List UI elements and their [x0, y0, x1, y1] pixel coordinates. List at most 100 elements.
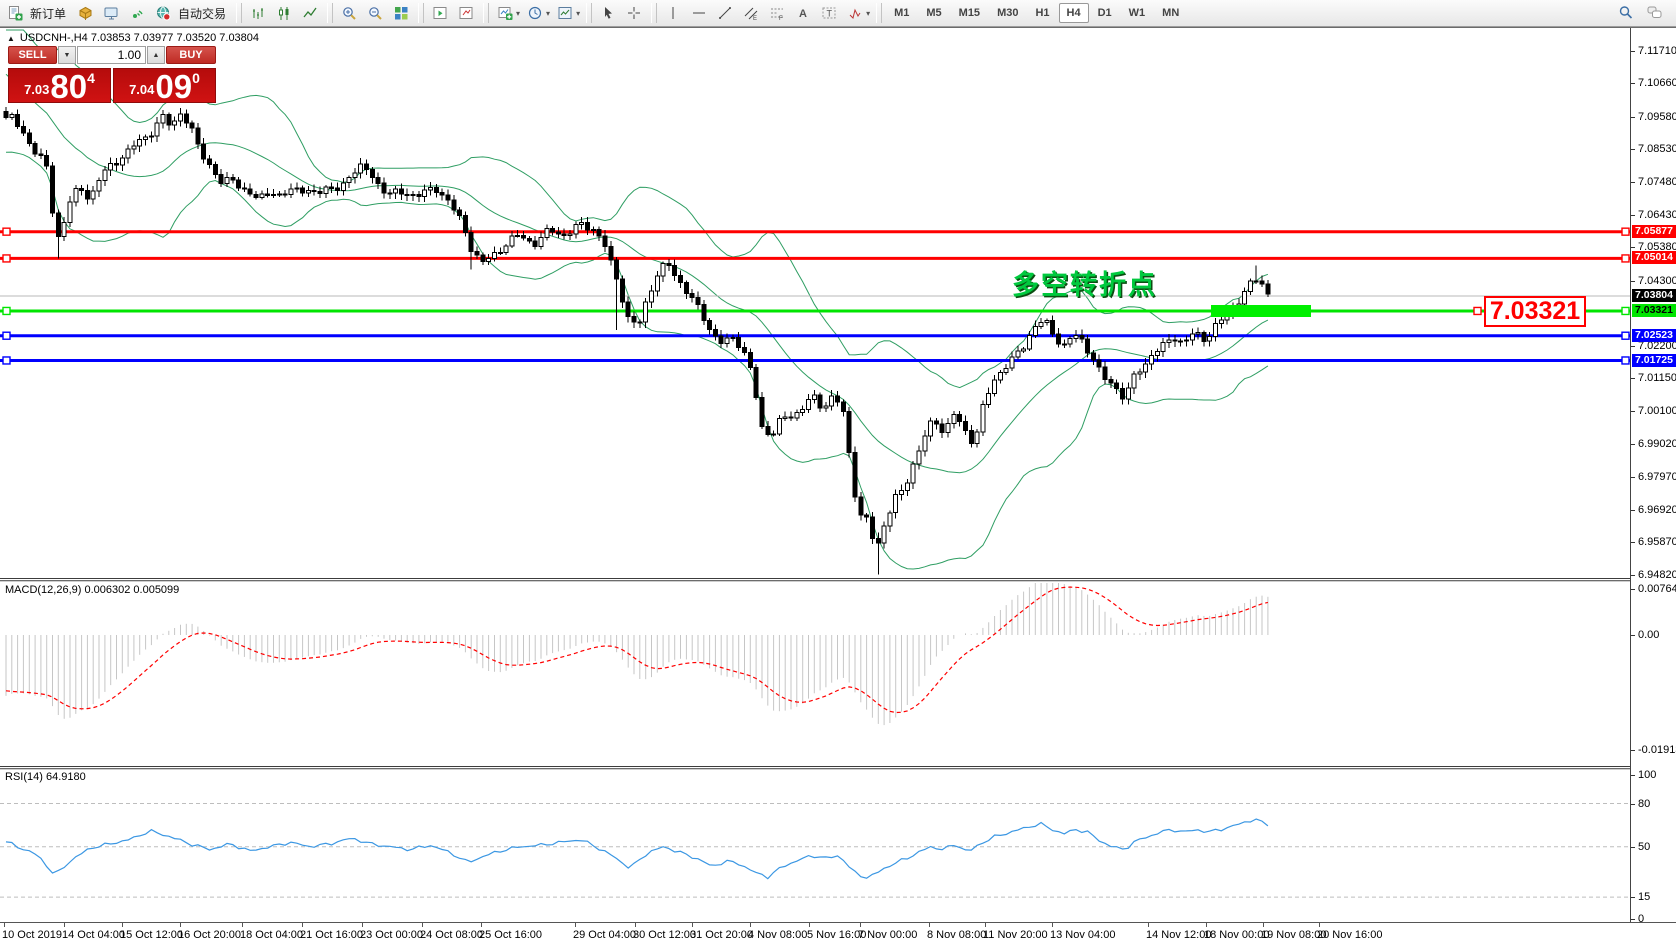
new-order-icon[interactable]	[3, 2, 28, 25]
chart-title: USDCNH-,H4 7.03853 7.03977 7.03520 7.038…	[19, 32, 260, 44]
search-icon[interactable]	[1613, 2, 1638, 25]
price-tick	[1631, 247, 1635, 249]
autotrade-label[interactable]: 自动交易	[178, 6, 227, 21]
time-tick	[481, 923, 482, 927]
signal-icon[interactable]	[125, 2, 150, 25]
terminal-icon[interactable]	[99, 2, 124, 25]
price-tick-label: 7.01150	[1638, 372, 1676, 385]
time-axis-label: 4 Nov 08:00	[748, 929, 808, 941]
add-indicator-caret[interactable]: ▾	[516, 8, 521, 18]
chart-plot[interactable]	[0, 28, 1630, 922]
add-indicator-icon[interactable]	[493, 2, 518, 25]
chat-icon[interactable]	[1642, 2, 1667, 25]
volume-decrease-button[interactable]: ▼	[58, 46, 76, 64]
tf-m15[interactable]: M15	[958, 7, 981, 19]
collapse-icon[interactable]: ▲	[7, 33, 15, 43]
price-tick-label: 7.09580	[1638, 110, 1676, 123]
price-tick	[1631, 378, 1635, 380]
macd-tick-label: 0.007643	[1638, 583, 1676, 596]
candlestick-series	[3, 107, 1271, 575]
bar-chart-mode-icon[interactable]	[246, 2, 271, 25]
sell-price-pips: 80	[50, 67, 88, 105]
tile-windows-icon[interactable]	[389, 2, 414, 25]
time-axis-label: 16 Oct 20:00	[178, 929, 241, 941]
tf-h1[interactable]: H1	[1035, 7, 1050, 19]
rsi-pane-label: RSI(14) 64.9180	[5, 771, 86, 783]
template-caret[interactable]: ▾	[576, 8, 581, 18]
time-axis-label: 5 Nov 16:00	[807, 929, 867, 941]
time-axis[interactable]: 10 Oct 2019 14 Oct 04:00 15 Oct 12:00 16 Oc…	[0, 922, 1676, 948]
time-axis-label: 29 Oct 04:00	[573, 929, 636, 941]
buy-price-panel[interactable]: 7.04 09 0	[113, 68, 216, 103]
price-tick	[1631, 574, 1635, 576]
time-tick	[64, 923, 65, 927]
price-level-lines[interactable]	[0, 227, 1630, 365]
buy-button[interactable]: BUY	[166, 46, 216, 64]
price-level-box[interactable]: 7.03321	[1484, 296, 1586, 327]
candlestick-mode-icon[interactable]	[272, 2, 297, 25]
new-order-label[interactable]: 新订单	[30, 6, 67, 21]
shapes-tool-icon[interactable]	[843, 2, 868, 25]
time-axis-label: 31 Oct 20:00	[690, 929, 753, 941]
macd-tick	[1631, 635, 1635, 636]
time-tick	[122, 923, 123, 927]
cursor-icon[interactable]	[596, 2, 621, 25]
rsi-tick-label: 100	[1638, 768, 1657, 781]
sell-button[interactable]: SELL	[8, 46, 57, 64]
rsi-line	[5, 818, 1269, 880]
time-tick	[4, 923, 5, 927]
zoom-out-icon[interactable]	[363, 2, 388, 25]
tf-d1[interactable]: D1	[1097, 7, 1112, 19]
vertical-line-tool-icon[interactable]	[661, 2, 686, 25]
line-chart-mode-icon[interactable]	[298, 2, 323, 25]
macd-pane-label: MACD(12,26,9) 0.006302 0.005099	[5, 584, 180, 596]
one-click-trading-panel: SELL ▼ ▲ BUY 7.03 80 4 7.04 09 0	[8, 46, 217, 103]
price-tick-label: 7.06430	[1638, 208, 1676, 221]
channel-tool-icon[interactable]: E	[739, 2, 764, 25]
data-window-icon[interactable]	[454, 2, 479, 25]
volume-input[interactable]	[77, 46, 146, 64]
zoom-in-icon[interactable]	[337, 2, 362, 25]
horizontal-line-tool-icon[interactable]	[687, 2, 712, 25]
period-clock-icon[interactable]	[523, 2, 548, 25]
text-tool-icon[interactable]: A	[791, 2, 816, 25]
time-axis-label: 25 Oct 16:00	[479, 929, 542, 941]
autotrade-icon[interactable]	[151, 2, 176, 25]
template-icon[interactable]	[553, 2, 578, 25]
toolbar-separator	[327, 3, 334, 23]
trendline-tool-icon[interactable]	[713, 2, 738, 25]
sell-price-panel[interactable]: 7.03 80 4	[8, 68, 111, 103]
time-tick	[422, 923, 423, 927]
tf-m1[interactable]: M1	[894, 7, 910, 19]
svg-text:T: T	[827, 8, 833, 18]
rsi-tick	[1631, 897, 1635, 899]
price-tick	[1631, 280, 1635, 282]
svg-text:A: A	[799, 8, 807, 20]
highlight-rectangle[interactable]	[1211, 305, 1311, 317]
price-tick	[1631, 181, 1635, 183]
tf-mn[interactable]: MN	[1162, 7, 1180, 19]
time-tick	[860, 923, 861, 927]
svg-text:F: F	[779, 16, 783, 21]
period-caret[interactable]: ▾	[546, 8, 551, 18]
tf-h4[interactable]: H4	[1058, 3, 1089, 23]
price-tick-label: 6.96920	[1638, 503, 1676, 516]
tf-m5[interactable]: M5	[926, 7, 942, 19]
shapes-caret[interactable]: ▾	[866, 8, 871, 18]
volume-increase-button[interactable]: ▲	[147, 46, 165, 64]
price-tick	[1631, 345, 1635, 347]
price-tick-label: 7.02200	[1638, 339, 1676, 352]
price-tick	[1631, 149, 1635, 151]
label-tool-icon[interactable]: T	[817, 2, 842, 25]
bollinger-middle	[5, 73, 1269, 474]
tf-m30[interactable]: M30	[997, 7, 1019, 19]
crosshair-icon[interactable]	[622, 2, 647, 25]
price-axis[interactable]: 7.11710 7.10660 7.09580 7.08530 7.07480 7.064…	[1630, 28, 1676, 925]
buy-price-point: 0	[192, 70, 200, 86]
fibonacci-tool-icon[interactable]: F	[765, 2, 790, 25]
strategy-test-icon[interactable]	[428, 2, 453, 25]
history-center-icon[interactable]	[73, 2, 98, 25]
price-tick	[1631, 214, 1635, 216]
tf-w1[interactable]: W1	[1128, 7, 1146, 19]
turning-point-annotation[interactable]: 多空转折点	[1012, 270, 1157, 300]
